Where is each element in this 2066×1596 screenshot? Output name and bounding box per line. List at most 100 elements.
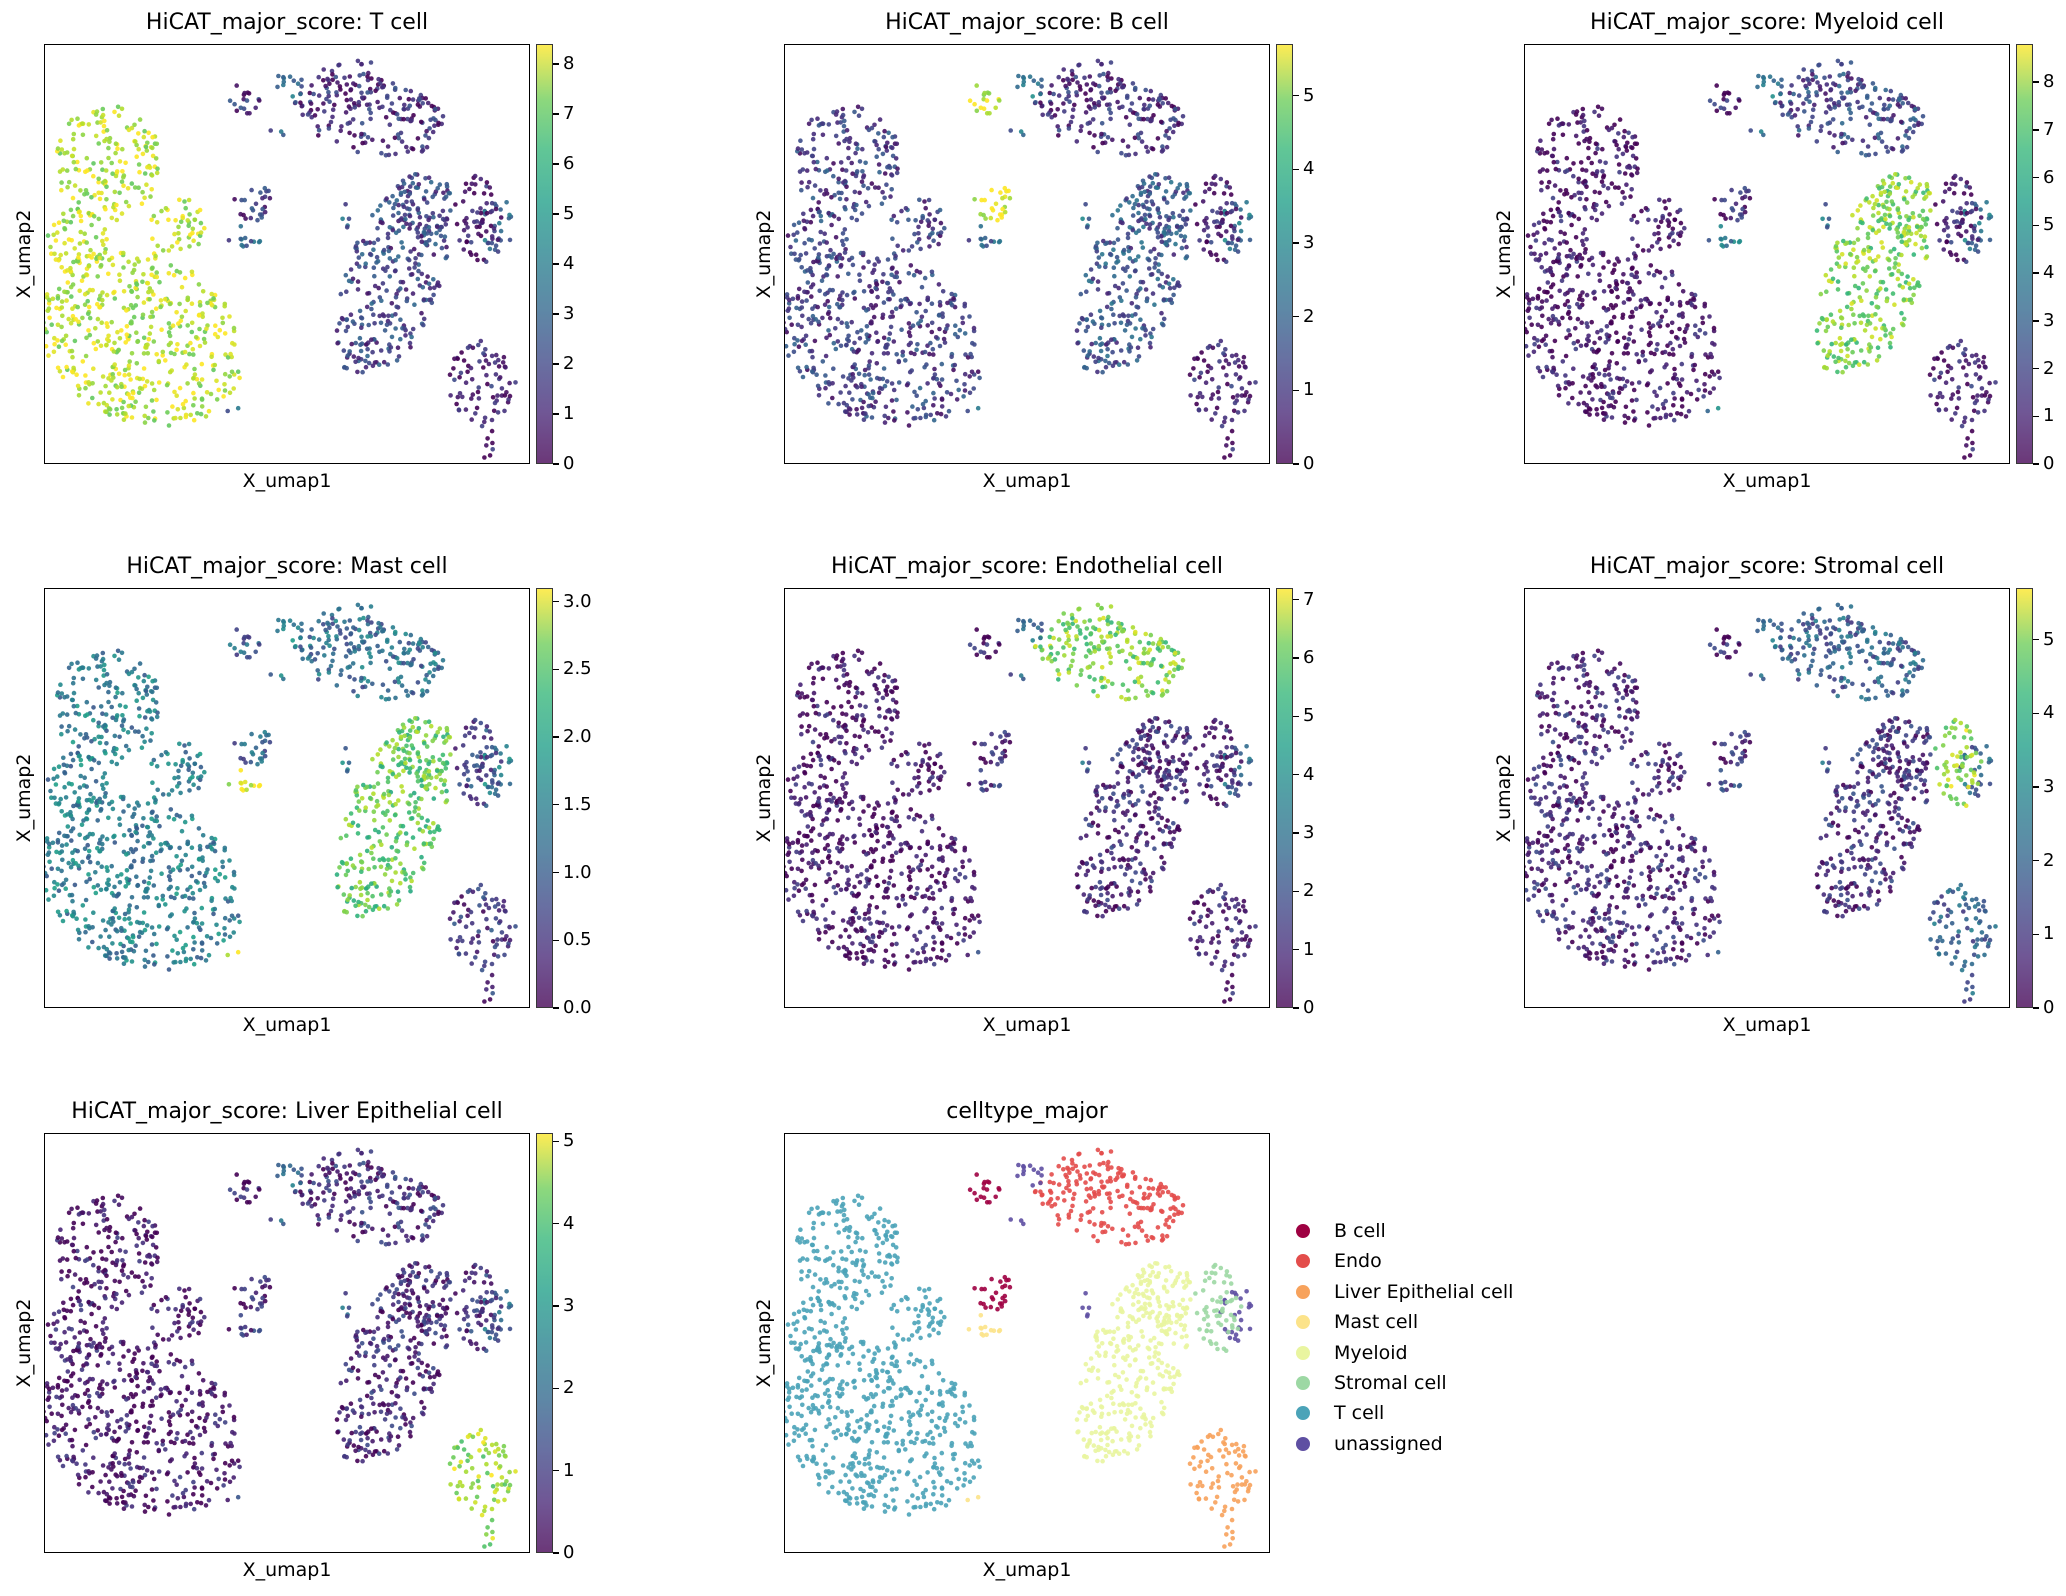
scatter-point [1125, 231, 1131, 237]
scatter-point [836, 141, 841, 146]
scatter-point [1876, 202, 1881, 208]
scatter-point [854, 202, 859, 208]
scatter-point [1556, 255, 1561, 260]
scatter-point [1233, 372, 1239, 377]
scatter-point [144, 889, 149, 894]
scatter-point [1580, 112, 1586, 118]
scatter-point [1878, 336, 1883, 342]
scatter-point [836, 179, 841, 185]
scatter-point [1529, 322, 1534, 328]
scatter-point [1911, 277, 1916, 282]
scatter-point [371, 265, 377, 270]
scatter-point [1817, 321, 1822, 326]
scatter-point [397, 95, 403, 101]
scatter-point [107, 412, 112, 417]
scatter-point [1166, 281, 1172, 287]
scatter-point [842, 138, 847, 144]
scatter-point [407, 191, 413, 196]
scatter-point [866, 203, 872, 209]
scatter-point [1893, 261, 1898, 266]
scatter-point [1118, 219, 1123, 225]
scatter-point [227, 98, 233, 103]
scatter-point [415, 136, 421, 141]
scatter-point [1566, 380, 1571, 385]
scatter-point [401, 224, 406, 230]
scatter-point [942, 340, 948, 345]
scatter-point [507, 212, 512, 218]
scatter-point [358, 348, 364, 354]
scatter-point [1881, 204, 1887, 210]
scatter-point [861, 289, 867, 294]
scatter-point [1527, 315, 1532, 321]
scatter-point [100, 297, 105, 303]
scatter-point [168, 340, 173, 346]
scatter-point [1535, 338, 1540, 343]
scatter-point [355, 149, 361, 155]
scatter-point [158, 842, 164, 847]
scatter-point [823, 353, 829, 359]
scatter-point [1824, 97, 1830, 103]
scatter-point [1603, 160, 1608, 166]
scatter-point [334, 90, 339, 95]
scatter-point [484, 229, 489, 234]
scatter-point [1163, 189, 1169, 194]
scatter-point [1070, 114, 1075, 120]
scatter-point [123, 199, 129, 205]
scatter-point [1634, 270, 1639, 275]
scatter-point [375, 225, 380, 231]
scatter-point [861, 175, 866, 180]
scatter-point [931, 238, 936, 243]
scatter-point [995, 217, 1000, 223]
scatter-point [60, 374, 66, 380]
scatter-point [444, 254, 450, 259]
scatter-point [1209, 377, 1215, 382]
scatter-point [1671, 403, 1676, 408]
scatter-point [75, 927, 81, 933]
scatter-point [863, 411, 868, 416]
scatter-point [1940, 199, 1946, 204]
scatter-point [1878, 190, 1884, 196]
scatter-point [142, 171, 148, 176]
colorbar-tick-mark [553, 413, 559, 415]
scatter-point [258, 190, 263, 195]
scatter-point [1166, 225, 1172, 230]
scatter-point [1663, 414, 1669, 420]
scatter-point [824, 155, 830, 161]
scatter-point [1870, 227, 1876, 233]
scatter-point [960, 315, 965, 321]
scatter-point [1070, 72, 1075, 77]
scatter-point [1600, 169, 1605, 174]
scatter-point [1980, 360, 1986, 365]
scatter-point [369, 306, 374, 312]
scatter-point [1871, 205, 1876, 211]
scatter-point [385, 144, 391, 149]
scatter-point [396, 116, 402, 122]
scatter-point [1604, 332, 1610, 338]
scatter-point [1535, 146, 1541, 151]
scatter-point [1153, 172, 1158, 177]
scatter-point [1160, 144, 1165, 149]
scatter-point [1867, 274, 1873, 279]
scatter-point [59, 180, 64, 185]
scatter-point [124, 308, 129, 313]
scatter-point [1875, 132, 1881, 137]
scatter-point [1558, 213, 1564, 219]
scatter-point [107, 934, 112, 939]
scatter-point [107, 801, 112, 807]
scatter-point [1672, 366, 1677, 372]
scatter-point [84, 335, 89, 341]
scatter-point [1110, 363, 1116, 369]
scatter-point [1148, 249, 1153, 254]
scatter-point [1562, 302, 1568, 308]
scatter-point [1668, 232, 1673, 238]
scatter-point [56, 344, 62, 350]
scatter-point [1677, 343, 1683, 349]
scatter-point [1581, 123, 1587, 129]
scatter-point [1599, 384, 1604, 390]
scatter-point [121, 417, 127, 423]
scatter-point [1919, 224, 1924, 230]
scatter-point [141, 366, 147, 371]
scatter-point [338, 128, 344, 134]
scatter-point [932, 372, 938, 377]
scatter-point [917, 301, 922, 307]
